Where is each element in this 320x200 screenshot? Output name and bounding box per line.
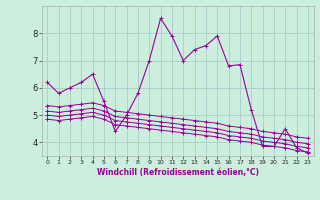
X-axis label: Windchill (Refroidissement éolien,°C): Windchill (Refroidissement éolien,°C) [97,168,259,177]
